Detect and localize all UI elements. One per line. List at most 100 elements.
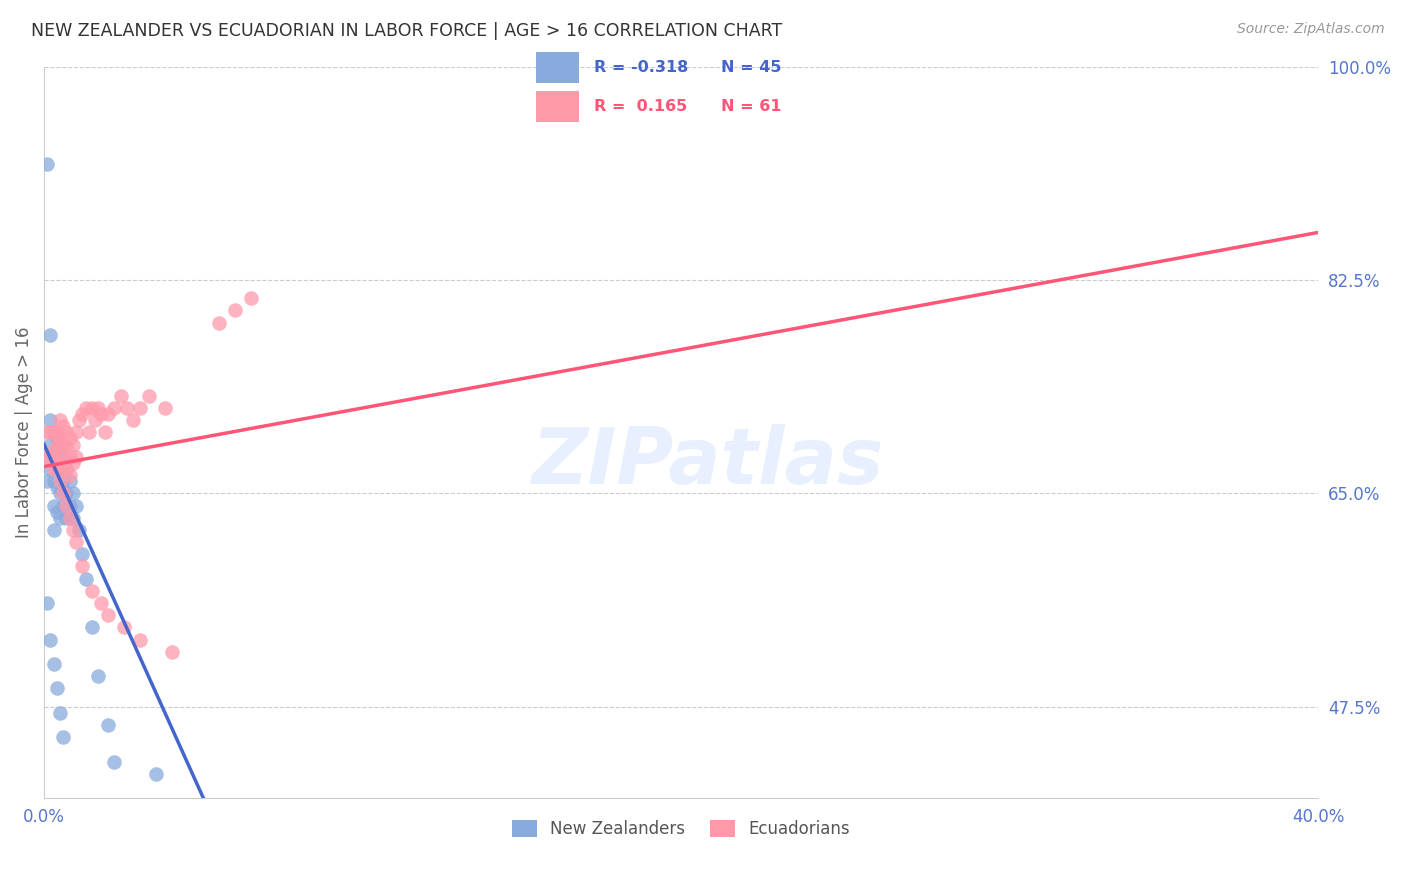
Point <box>39 413 62 427</box>
Point <box>65 535 87 549</box>
Point <box>45 462 67 476</box>
Point <box>77 425 100 440</box>
Point <box>90 407 112 421</box>
Point <box>52 437 75 451</box>
Point <box>72 547 94 561</box>
Text: R = -0.318: R = -0.318 <box>593 60 688 75</box>
Point <box>55 425 77 440</box>
Point <box>97 608 120 623</box>
Point <box>65 450 87 464</box>
Point <box>65 425 87 440</box>
Point <box>87 401 110 415</box>
Point <box>42 450 65 464</box>
Point <box>52 730 75 744</box>
Point <box>52 459 75 474</box>
Point <box>208 316 231 330</box>
Point <box>49 462 72 476</box>
Point <box>67 413 90 427</box>
FancyBboxPatch shape <box>536 91 579 121</box>
Point <box>145 766 167 780</box>
Point <box>45 425 67 440</box>
Point <box>55 486 77 500</box>
Point <box>110 389 132 403</box>
Point <box>42 462 65 476</box>
Point <box>49 452 72 467</box>
Text: N = 61: N = 61 <box>721 99 782 114</box>
Legend: New Zealanders, Ecuadorians: New Zealanders, Ecuadorians <box>505 814 858 845</box>
Point <box>240 291 263 305</box>
Point <box>52 486 75 500</box>
Point <box>49 486 72 500</box>
Y-axis label: In Labor Force | Age > 16: In Labor Force | Age > 16 <box>15 326 32 538</box>
Point <box>97 718 120 732</box>
Point <box>45 437 67 451</box>
Point <box>55 462 77 476</box>
Point <box>58 450 80 464</box>
Point <box>55 462 77 476</box>
Point <box>45 456 67 470</box>
FancyBboxPatch shape <box>536 53 579 83</box>
Point <box>39 425 62 440</box>
Point <box>49 706 72 720</box>
Point <box>42 425 65 440</box>
Point <box>62 523 84 537</box>
Point <box>49 474 72 488</box>
Point <box>37 474 59 488</box>
Point <box>37 596 59 610</box>
Point <box>37 450 59 464</box>
Point <box>138 389 160 403</box>
Point <box>62 486 84 500</box>
Point <box>49 413 72 427</box>
Point <box>45 480 67 494</box>
Point <box>42 425 65 440</box>
Text: R =  0.165: R = 0.165 <box>593 99 688 114</box>
Point <box>42 499 65 513</box>
Point <box>122 413 145 427</box>
Point <box>80 620 103 634</box>
Point <box>58 474 80 488</box>
Point <box>112 620 135 634</box>
Point <box>45 432 67 446</box>
Point <box>58 432 80 446</box>
Point <box>42 474 65 488</box>
Point <box>67 523 90 537</box>
Point <box>75 401 97 415</box>
Point <box>87 669 110 683</box>
Point <box>52 419 75 434</box>
Point <box>55 510 77 524</box>
Point <box>62 456 84 470</box>
Point <box>55 499 77 513</box>
Text: ZIPatlas: ZIPatlas <box>530 424 883 500</box>
Point <box>65 499 87 513</box>
Point <box>52 474 75 488</box>
Point <box>160 645 183 659</box>
Point <box>128 401 150 415</box>
Point <box>37 450 59 464</box>
Point <box>224 303 246 318</box>
Point <box>153 401 176 415</box>
Point <box>128 632 150 647</box>
Point <box>72 559 94 574</box>
Point <box>115 401 138 415</box>
Point <box>62 437 84 451</box>
Point <box>55 440 77 454</box>
Point <box>75 572 97 586</box>
Point <box>103 401 125 415</box>
Point <box>52 450 75 464</box>
Point <box>39 327 62 342</box>
Point <box>80 401 103 415</box>
Point <box>58 468 80 483</box>
Point <box>103 755 125 769</box>
Point <box>97 407 120 421</box>
Point <box>42 657 65 671</box>
Text: N = 45: N = 45 <box>721 60 782 75</box>
Point <box>37 157 59 171</box>
Text: Source: ZipAtlas.com: Source: ZipAtlas.com <box>1237 22 1385 37</box>
Point <box>84 413 107 427</box>
Point <box>39 632 62 647</box>
Point <box>42 450 65 464</box>
Point <box>49 437 72 451</box>
Point <box>93 425 115 440</box>
Point <box>45 681 67 696</box>
Point <box>62 510 84 524</box>
